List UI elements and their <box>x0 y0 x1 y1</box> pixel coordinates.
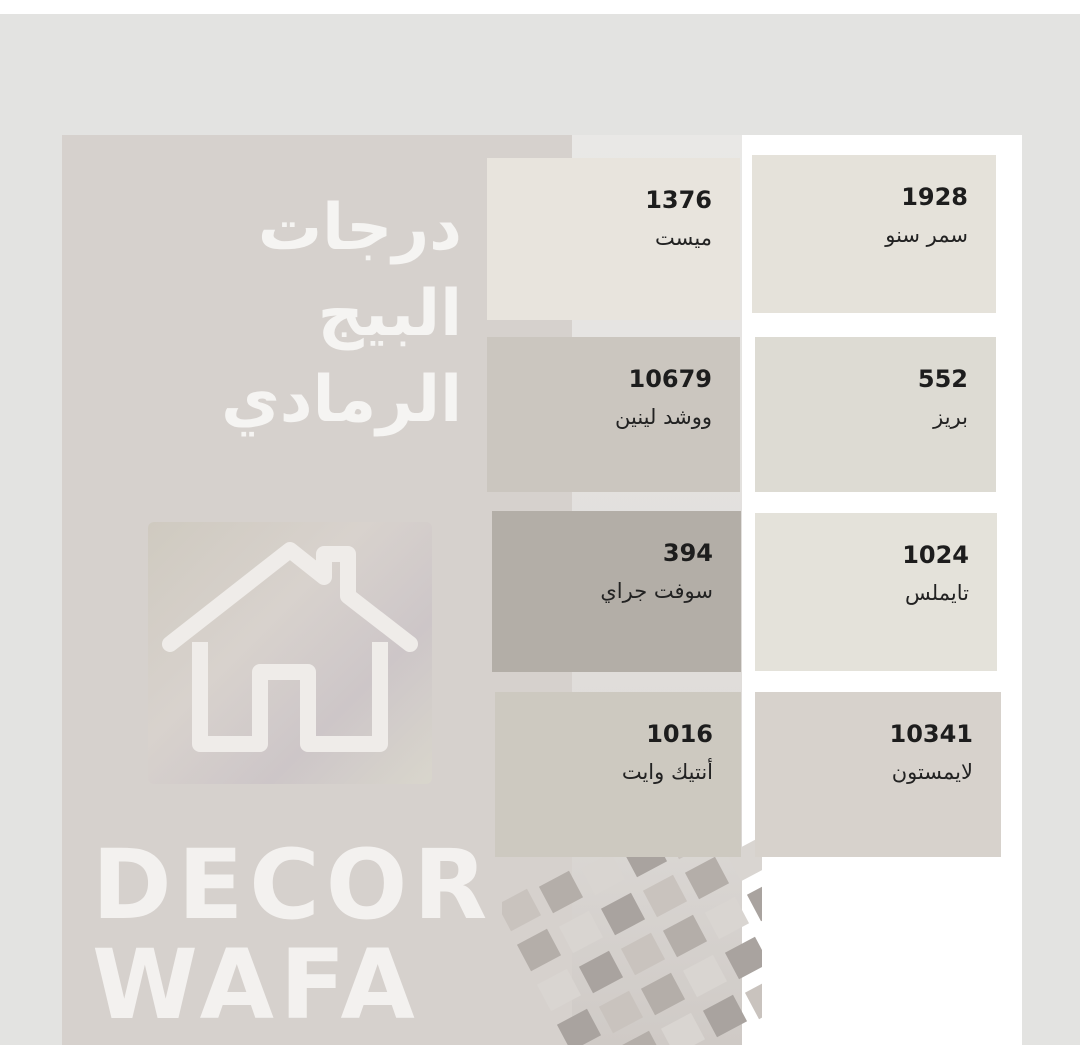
tile <box>642 874 688 918</box>
color-swatch: 394 سوفت جراي <box>492 511 741 672</box>
tile <box>704 896 750 940</box>
tile <box>702 994 748 1038</box>
logo-line: WAFA <box>92 929 421 1041</box>
title-line: البيج <box>317 277 462 351</box>
color-code: 552 <box>917 365 968 393</box>
tile <box>684 856 730 900</box>
color-swatch: 552 بريز <box>755 337 996 492</box>
color-swatch: 1016 أنتيك وايت <box>495 692 741 857</box>
color-palette-poster: درجات البيج الرمادي DECOR WAFA 1376 ميست 1… <box>62 135 1022 1045</box>
color-name: تايملس <box>905 581 969 605</box>
color-code: 1376 <box>645 186 712 214</box>
color-swatch: 1376 ميست <box>487 158 740 320</box>
color-code: 1024 <box>902 541 969 569</box>
tile <box>558 910 604 954</box>
logo: DECOR WAFA <box>92 835 493 1035</box>
tile <box>502 888 542 932</box>
tile <box>660 1012 706 1045</box>
title-line: درجات <box>257 191 462 265</box>
tile <box>620 932 666 976</box>
tile <box>536 968 582 1012</box>
tile <box>640 972 686 1016</box>
color-name: بريز <box>933 405 968 429</box>
tile <box>682 954 728 998</box>
top-bar <box>0 0 1080 14</box>
color-code: 10341 <box>889 720 974 748</box>
color-code: 1928 <box>901 183 968 211</box>
color-swatch: 10679 ووشد لينين <box>487 337 740 492</box>
color-swatch: 1928 سمر سنو <box>752 155 996 313</box>
color-swatch: 1024 تايملس <box>755 513 997 671</box>
color-name: ووشد لينين <box>615 405 712 429</box>
color-code: 10679 <box>628 365 713 393</box>
color-swatch: 10341 لايمستون <box>755 692 1001 857</box>
color-name: أنتيك وايت <box>621 760 713 784</box>
color-name: لايمستون <box>891 760 973 784</box>
tile <box>516 928 562 972</box>
house-icon <box>162 542 418 752</box>
house-icon-tile <box>148 522 432 784</box>
color-name: سمر سنو <box>885 223 968 247</box>
color-name: سوفت جراي <box>600 579 713 603</box>
color-name: ميست <box>655 226 712 250</box>
tiles-photo <box>502 835 762 1045</box>
tile <box>578 950 624 994</box>
tile <box>600 892 646 936</box>
tile <box>724 936 762 980</box>
tile <box>538 870 584 914</box>
title-line: الرمادي <box>221 363 462 437</box>
tile <box>746 878 762 922</box>
page-title: درجات البيج الرمادي <box>152 185 462 443</box>
tile <box>580 852 626 896</box>
color-code: 394 <box>662 539 713 567</box>
tile <box>662 914 708 958</box>
tile <box>598 990 644 1034</box>
tile <box>618 1030 664 1045</box>
logo-line: DECOR <box>92 829 494 941</box>
tile <box>556 1008 602 1045</box>
color-code: 1016 <box>646 720 713 748</box>
tile <box>744 976 762 1020</box>
